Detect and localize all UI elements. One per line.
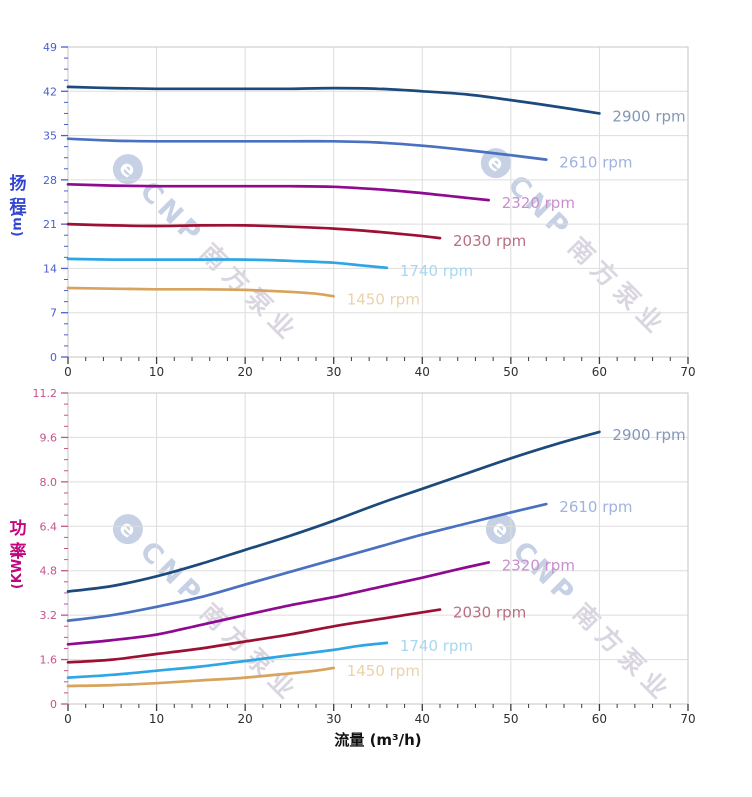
curve-2030rpm: [66, 222, 442, 240]
x-axis-title: 流量 (m³/h): [334, 731, 421, 749]
curve-label-2030rpm: 2030 rpm: [453, 232, 526, 250]
svg-text:1.6: 1.6: [40, 654, 58, 667]
x-axis-labels: 0 10 20 30 40 50 60 70: [64, 365, 695, 379]
svg-text:30: 30: [326, 712, 341, 726]
svg-text:11.2: 11.2: [33, 387, 58, 400]
svg-text:70: 70: [680, 712, 695, 726]
curve-label-1740rpm: 1740 rpm: [400, 262, 473, 280]
curve-label-1450rpm: 1450 rpm: [347, 662, 420, 680]
curve-2320rpm: [66, 561, 491, 646]
curve-2900rpm: [66, 430, 601, 593]
curve-label-2320rpm: 2320 rpm: [502, 194, 575, 212]
head-axis-title: 扬 程 (m): [10, 173, 27, 237]
svg-text:60: 60: [592, 712, 607, 726]
curve-label-1450rpm: 1450 rpm: [347, 290, 420, 308]
svg-text:21: 21: [43, 218, 57, 231]
y-axis-ticks: [61, 392, 68, 705]
x-axis-labels: 0 10 20 30 40 50 60 70: [64, 712, 695, 726]
y-axis-labels: 0 1.6 3.2 4.8 6.4 8.0 9.6 11.2: [33, 387, 58, 711]
gridlines: [68, 393, 688, 704]
curve-label-2900rpm: 2900 rpm: [612, 426, 685, 444]
svg-text:0: 0: [50, 351, 57, 364]
curve-2030rpm: [66, 608, 442, 664]
curve-2610rpm: [66, 502, 548, 623]
power-axis-title-char2: 率: [10, 541, 27, 562]
svg-text:35: 35: [43, 130, 57, 143]
svg-text:50: 50: [503, 365, 518, 379]
power-chart: 0 10 20 30 40 50 60 70 0 1.6 3.2 4.8 6.4 8.0 9.6 11.2 29…: [33, 387, 696, 726]
svg-text:30: 30: [326, 365, 341, 379]
svg-text:10: 10: [149, 712, 164, 726]
svg-text:40: 40: [415, 365, 430, 379]
curve-1450rpm: [66, 286, 336, 298]
curve-1740rpm: [66, 257, 389, 270]
svg-text:9.6: 9.6: [40, 431, 58, 444]
svg-text:4.8: 4.8: [40, 565, 58, 578]
power-axis-unit: (KW): [10, 553, 25, 589]
y-axis-ticks: [61, 46, 68, 358]
svg-text:49: 49: [43, 41, 57, 54]
svg-text:0: 0: [64, 712, 72, 726]
x-axis-ticks: [67, 357, 689, 364]
svg-text:0: 0: [50, 698, 57, 711]
svg-text:0: 0: [64, 365, 72, 379]
svg-text:20: 20: [238, 365, 253, 379]
svg-text:70: 70: [680, 365, 695, 379]
power-axis-title: 功 率 (KW): [10, 519, 27, 589]
curve-1740rpm: [66, 641, 389, 679]
plot-border: [67, 46, 689, 358]
svg-text:60: 60: [592, 365, 607, 379]
head-axis-title-char2: 程: [10, 197, 27, 217]
svg-text:14: 14: [43, 262, 57, 275]
head-chart: 0 10 20 30 40 50 60 70 0 7 14 21 28 35 42 49 2900 rpm 261…: [43, 41, 696, 379]
curve-label-2030rpm: 2030 rpm: [453, 604, 526, 622]
curve-label-1740rpm: 1740 rpm: [400, 637, 473, 655]
svg-text:40: 40: [415, 712, 430, 726]
gridlines: [68, 47, 688, 357]
x-axis-ticks: [67, 704, 689, 711]
svg-text:3.2: 3.2: [40, 609, 58, 622]
curve-label-2320rpm: 2320 rpm: [502, 556, 575, 574]
curve-2320rpm: [66, 182, 491, 202]
head-axis-title-char1: 扬: [10, 173, 27, 194]
svg-text:6.4: 6.4: [40, 520, 58, 533]
y-axis-labels: 0 7 14 21 28 35 42 49: [43, 41, 57, 364]
curve-2900rpm: [66, 85, 601, 115]
svg-text:50: 50: [503, 712, 518, 726]
curve-label-2610rpm: 2610 rpm: [559, 154, 632, 172]
svg-text:8.0: 8.0: [40, 476, 58, 489]
svg-text:28: 28: [43, 174, 57, 187]
curve-label-2610rpm: 2610 rpm: [559, 498, 632, 516]
power-axis-title-char1: 功: [10, 519, 27, 539]
curve-2610rpm: [66, 137, 548, 161]
head-axis-unit: (m): [10, 211, 25, 236]
curve-label-2900rpm: 2900 rpm: [612, 107, 685, 125]
svg-text:7: 7: [50, 307, 57, 320]
curve-1450rpm: [66, 666, 336, 688]
svg-text:42: 42: [43, 85, 57, 98]
svg-text:20: 20: [238, 712, 253, 726]
svg-text:10: 10: [149, 365, 164, 379]
